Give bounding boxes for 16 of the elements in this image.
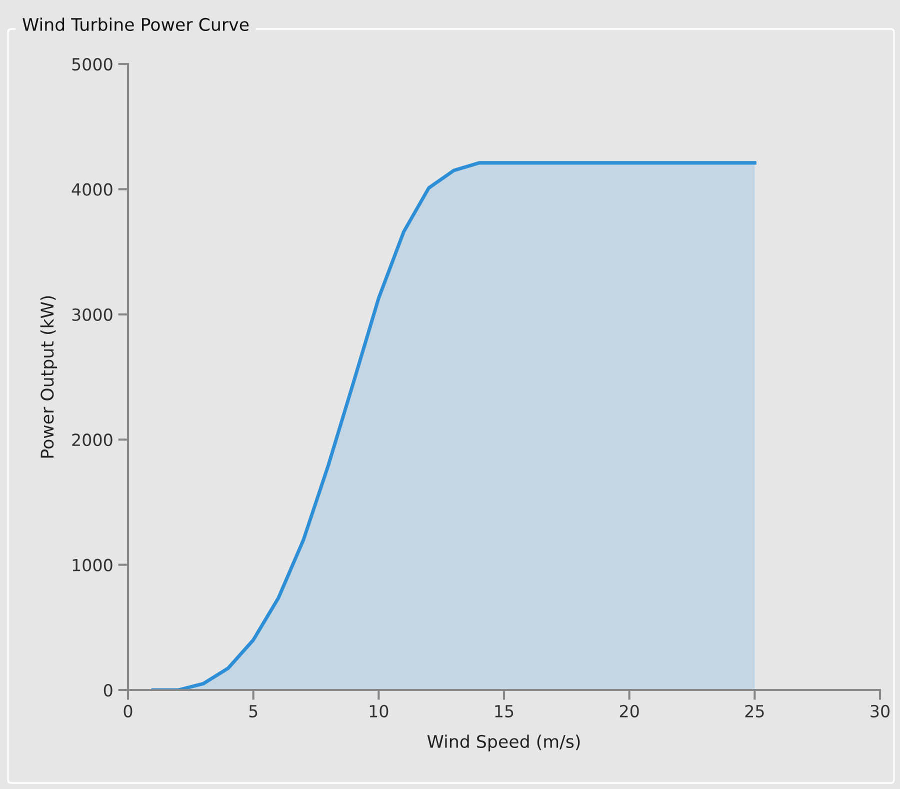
y-tick-label: 5000 xyxy=(72,58,112,71)
y-tick-label: 0 xyxy=(104,684,112,697)
y-axis-title: Power Output (kW) xyxy=(40,296,58,458)
y-tick-label: 4000 xyxy=(72,183,112,196)
x-tick-label: 0 xyxy=(124,704,132,718)
y-tick-label: 3000 xyxy=(72,308,112,321)
y-tick-label: 1000 xyxy=(72,558,112,572)
x-tick-label: 10 xyxy=(370,704,388,718)
chart-title: Wind Turbine Power Curve xyxy=(22,18,249,32)
x-tick-label: 20 xyxy=(620,704,639,718)
x-tick-label: 5 xyxy=(249,705,258,718)
x-axis-title: Wind Speed (m/s) xyxy=(427,734,580,752)
x-tick-label: 30 xyxy=(870,704,890,718)
y-tick-label: 2000 xyxy=(72,434,112,446)
x-tick-label: 25 xyxy=(745,704,764,718)
x-tick-label: 15 xyxy=(495,705,514,718)
